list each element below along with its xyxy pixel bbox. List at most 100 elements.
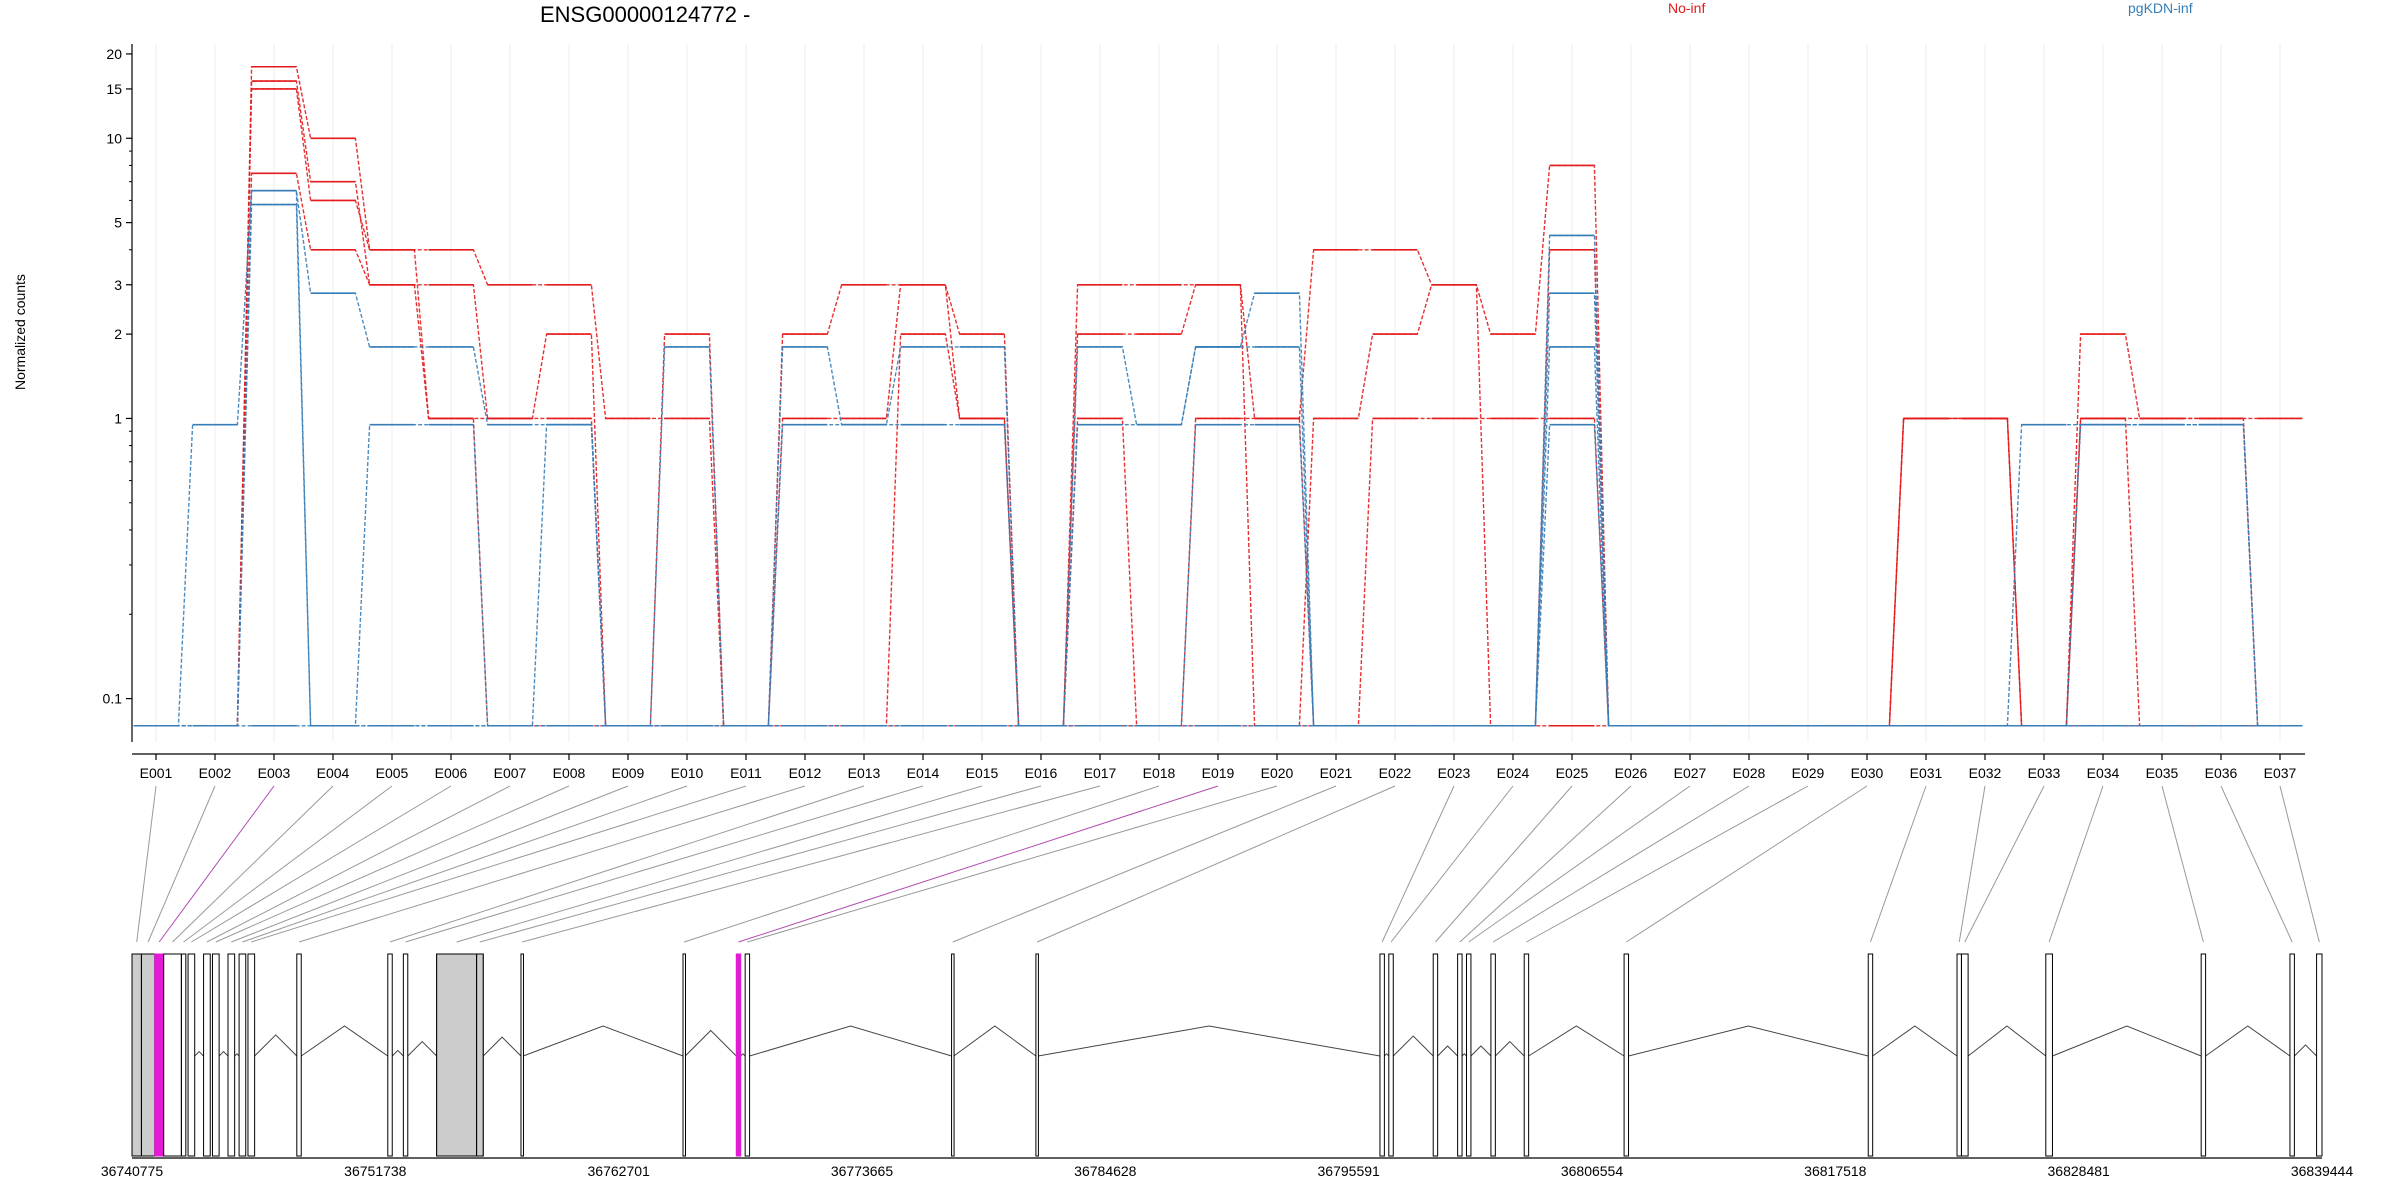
exon-block-e019 <box>735 953 742 1157</box>
exon-block-e034 <box>2045 953 2053 1157</box>
genomic-tick-label: 36828481 <box>2048 1163 2111 1179</box>
exon-block-e026 <box>1457 953 1463 1157</box>
exon-connector-e024 <box>1390 785 1514 943</box>
exon-connector-e022 <box>1036 785 1396 943</box>
x-tick-label-e025: E025 <box>1556 765 1589 781</box>
exon-connector-e002 <box>147 785 216 943</box>
axes-layer: 0.1 1 2 3 5 10 15 20 E001 E002 E003 E004 E005 E006 E00… <box>103 44 2305 781</box>
x-tick-label-e037: E037 <box>2264 765 2297 781</box>
exon-block-e009 <box>227 953 236 1157</box>
exon-connector-e010 <box>242 785 688 943</box>
x-tick-label-e026: E026 <box>1615 765 1648 781</box>
exon-connector-e018 <box>684 785 1160 943</box>
exon-block-e003 <box>154 953 165 1157</box>
series-layer <box>133 65 2303 727</box>
intron-line <box>1628 1025 1869 1057</box>
exon-connector-e021 <box>952 785 1337 943</box>
exon-connector-e015 <box>456 785 983 943</box>
exon-connector-layer <box>136 785 2320 943</box>
exon-block-e024 <box>1388 953 1394 1157</box>
exon-connector-e026 <box>1459 785 1632 943</box>
exon-connector-e012 <box>298 785 806 943</box>
exon-connector-e001 <box>136 785 157 943</box>
x-tick-label-e022: E022 <box>1379 765 1412 781</box>
exon-block-e021 <box>951 953 955 1157</box>
x-tick-label-e036: E036 <box>2205 765 2238 781</box>
intron-line <box>2294 1044 2317 1057</box>
exon-connector-e028 <box>1492 785 1750 943</box>
exon-connector-e008 <box>215 785 570 943</box>
exon-block-e035 <box>2200 953 2207 1157</box>
intron-line <box>218 1050 229 1057</box>
x-tick-label-e028: E028 <box>1733 765 1766 781</box>
exon-connector-e004 <box>172 785 334 943</box>
exon-connector-e023 <box>1381 785 1455 943</box>
y-tick-label: 0.1 <box>103 691 123 707</box>
exon-block-e013 <box>387 953 393 1157</box>
intron-line <box>482 1036 522 1057</box>
exon-block-e011 <box>247 953 256 1157</box>
y-tick-label: 3 <box>114 277 122 293</box>
exon-block-e008 <box>211 953 220 1157</box>
exon-connector-e035 <box>2161 785 2204 943</box>
exon-connector-e014 <box>405 785 924 943</box>
exon-connector-e034 <box>2048 785 2104 943</box>
y-tick-label: 2 <box>114 326 122 342</box>
intron-line <box>1470 1045 1492 1057</box>
exon-block-e029 <box>1523 953 1530 1157</box>
exon-connector-e013 <box>389 785 865 943</box>
exon-block-e032 <box>1956 953 1962 1157</box>
intron-line <box>1495 1040 1525 1057</box>
intron-line <box>953 1025 1037 1057</box>
x-tick-label-e003: E003 <box>258 765 291 781</box>
grid-layer <box>155 44 2281 742</box>
exon-connector-e005 <box>183 785 393 943</box>
exon-block-e028 <box>1490 953 1496 1157</box>
exon-block-e001 <box>131 953 142 1157</box>
intron-line <box>234 1053 240 1057</box>
intron-line <box>523 1025 684 1057</box>
x-tick-label-e006: E006 <box>435 765 468 781</box>
genomic-tick-label: 36784628 <box>1074 1163 1137 1179</box>
intron-line <box>1038 1025 1381 1057</box>
legend-entry-pgkdn-inf: pgKDN-inf <box>2128 0 2193 16</box>
chart-title: ENSG00000124772 - <box>540 2 751 27</box>
x-tick-label-e017: E017 <box>1084 765 1117 781</box>
x-tick-label-e034: E034 <box>2087 765 2120 781</box>
exon-block-e036 <box>2289 953 2295 1157</box>
y-tick-label: 5 <box>114 215 122 231</box>
exon-connector-e020 <box>747 785 1278 943</box>
exon-block-e027 <box>1465 953 1472 1157</box>
x-tick-label-e011: E011 <box>730 765 762 781</box>
exon-block-e030 <box>1623 953 1630 1157</box>
exon-connector-e016 <box>479 785 1042 943</box>
x-tick-label-e016: E016 <box>1025 765 1058 781</box>
x-tick-label-e012: E012 <box>789 765 822 781</box>
x-tick-label-e009: E009 <box>612 765 645 781</box>
exon-block-e033 <box>1960 953 1969 1157</box>
x-tick-label-e023: E023 <box>1438 765 1471 781</box>
x-tick-label-e018: E018 <box>1143 765 1176 781</box>
intron-line <box>1392 1035 1434 1057</box>
y-tick-label: 15 <box>106 81 122 97</box>
exon-connector-e009 <box>231 785 629 943</box>
x-tick-label-e020: E020 <box>1261 765 1294 781</box>
exon-block-e007 <box>203 953 211 1157</box>
exon-block-e023 <box>1379 953 1385 1157</box>
x-tick-label-e002: E002 <box>199 765 232 781</box>
exon-connector-e011 <box>251 785 747 943</box>
intron-line <box>749 1025 952 1057</box>
exon-block-e012 <box>296 953 302 1157</box>
x-tick-label-e021: E021 <box>1320 765 1353 781</box>
x-tick-label-e030: E030 <box>1851 765 1884 781</box>
exon-connector-e032 <box>1958 785 1986 943</box>
genomic-tick-label: 36817518 <box>1804 1163 1867 1179</box>
exon-block-e005 <box>180 953 187 1157</box>
x-tick-label-e027: E027 <box>1674 765 1707 781</box>
intron-line <box>1872 1025 1958 1057</box>
x-tick-label-e019: E019 <box>1202 765 1235 781</box>
genomic-tick-label: 36795591 <box>1318 1163 1381 1179</box>
intron-line <box>684 1029 737 1057</box>
x-tick-label-e004: E004 <box>317 765 350 781</box>
x-tick-label-e001: E001 <box>140 765 173 781</box>
